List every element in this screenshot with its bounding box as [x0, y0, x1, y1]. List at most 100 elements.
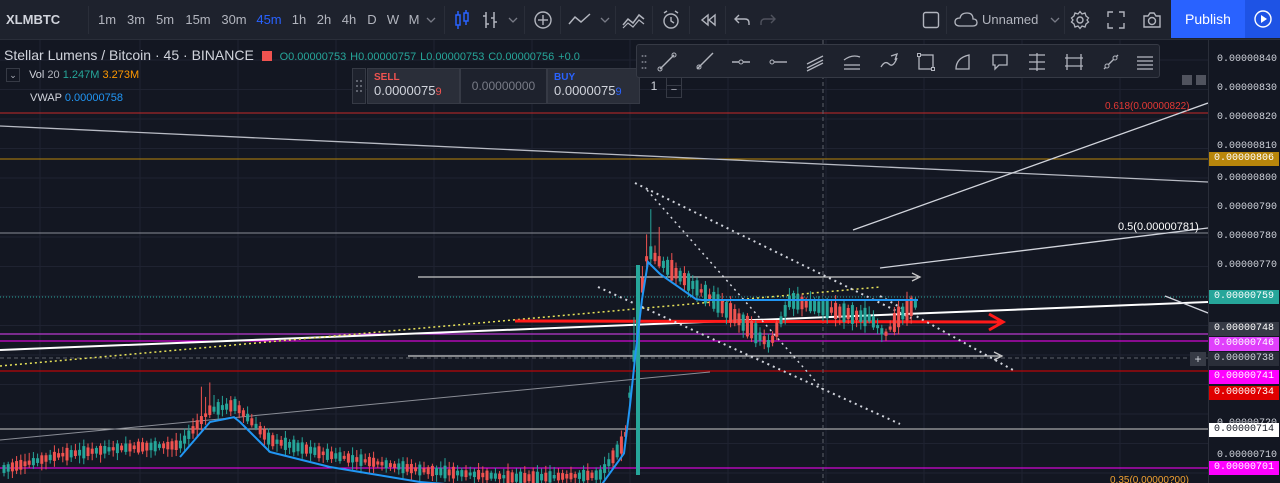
- interval-3m[interactable]: 3m: [126, 12, 146, 27]
- interval-d[interactable]: D: [367, 12, 377, 27]
- trade-panel-grip-icon[interactable]: [352, 68, 366, 104]
- trend-line-tool-icon[interactable]: [653, 48, 681, 76]
- decrease-icon[interactable]: −: [670, 84, 678, 96]
- trend-line-support[interactable]: [0, 301, 1208, 351]
- compare-dropdown-icon[interactable]: [598, 0, 612, 40]
- candle-body: [653, 252, 657, 262]
- chart-type-dropdown-icon[interactable]: [506, 0, 520, 40]
- candle-body: [817, 301, 821, 313]
- interval-1m[interactable]: 1m: [97, 12, 117, 27]
- channel-lower-dotted[interactable]: [597, 286, 901, 425]
- measure-tool-icon[interactable]: [1097, 48, 1125, 76]
- price-tick: 0.00000710: [1217, 450, 1278, 461]
- settings-gear-icon[interactable]: [1067, 0, 1093, 40]
- brush-tool-icon[interactable]: [875, 48, 903, 76]
- candle-body: [771, 335, 775, 343]
- pane-maximize-icon[interactable]: [1196, 75, 1206, 85]
- date-range-tool-icon[interactable]: [1060, 48, 1088, 76]
- layout-name[interactable]: Unnamed: [982, 12, 1039, 27]
- candle-body: [556, 472, 560, 481]
- candle-body: [766, 340, 770, 348]
- candle-body: [901, 306, 905, 320]
- legend-interval: 45: [163, 47, 180, 63]
- interval-1h[interactable]: 1h: [291, 12, 307, 27]
- candle-body: [863, 307, 867, 327]
- interval-45m[interactable]: 45m: [256, 12, 282, 27]
- trend-line-right[interactable]: [1164, 295, 1208, 314]
- candle-body: [800, 296, 804, 310]
- trend-line-upper-2[interactable]: [879, 227, 1208, 269]
- horizontal-ray-tool-icon[interactable]: [764, 48, 792, 76]
- path-tool-icon[interactable]: [949, 48, 977, 76]
- candle-body: [493, 473, 497, 479]
- trend-line-upper-1[interactable]: [852, 102, 1208, 231]
- price-range-tool-icon[interactable]: [1023, 48, 1051, 76]
- layout-dropdown-icon[interactable]: [1048, 0, 1062, 40]
- chart-pane[interactable]: [0, 40, 1208, 483]
- horizontal-line-tool-icon[interactable]: [727, 48, 755, 76]
- volume-legend: ⌄ Vol 20 1.247M 3.273M: [6, 68, 139, 82]
- candle-body: [292, 439, 296, 453]
- parallel-channel-tool-icon[interactable]: [801, 48, 829, 76]
- interval-dropdown-icon[interactable]: [424, 0, 438, 40]
- divider: [524, 6, 525, 34]
- candle-body: [36, 458, 40, 463]
- candle-body: [477, 470, 481, 480]
- fib-05-label: 0.5(0.00000781): [1118, 221, 1199, 233]
- candle-body: [447, 469, 451, 476]
- candle-body: [544, 472, 548, 482]
- play-icon[interactable]: [1245, 0, 1280, 38]
- channel-upper-dotted[interactable]: [634, 182, 916, 321]
- replay-icon[interactable]: [694, 0, 722, 40]
- add-plus-icon[interactable]: +: [1190, 352, 1206, 366]
- alert-clock-icon[interactable]: [657, 0, 685, 40]
- camera-icon[interactable]: [1139, 0, 1165, 40]
- buy-button[interactable]: BUY 0.00000759: [547, 68, 640, 104]
- candle-body: [212, 406, 216, 412]
- interval-5m[interactable]: 5m: [155, 12, 175, 27]
- symbol-search[interactable]: XLMBTC: [6, 12, 61, 27]
- candle-body: [27, 460, 31, 465]
- interval-15m[interactable]: 15m: [185, 12, 211, 27]
- indicators-icon[interactable]: [620, 0, 648, 40]
- sell-button[interactable]: SELL 0.00000759: [367, 68, 460, 104]
- candle-body: [834, 302, 838, 320]
- undo-icon[interactable]: [730, 0, 754, 40]
- more-tools-icon[interactable]: [1131, 48, 1159, 76]
- candle-body: [73, 450, 77, 457]
- flat-channel-tool-icon[interactable]: [838, 48, 866, 76]
- collapse-chevron-icon[interactable]: ⌄: [6, 68, 20, 82]
- compare-icon[interactable]: [565, 0, 595, 40]
- divider: [560, 6, 561, 34]
- interval-30m[interactable]: 30m: [221, 12, 247, 27]
- fullscreen-icon[interactable]: [1103, 0, 1129, 40]
- quantity-input[interactable]: 1: [650, 79, 658, 93]
- red-arrow[interactable]: [514, 319, 1001, 324]
- trend-line-lower[interactable]: [0, 371, 711, 441]
- candle-body: [174, 440, 178, 450]
- candle-body: [787, 295, 791, 308]
- candles-icon[interactable]: [450, 0, 474, 40]
- interval-w[interactable]: W: [386, 12, 400, 27]
- candle-body: [598, 469, 602, 480]
- ray-tool-icon[interactable]: [690, 48, 718, 76]
- bars-icon[interactable]: [478, 0, 502, 40]
- candle-body: [892, 312, 896, 332]
- layout-icon[interactable]: [918, 0, 944, 40]
- callout-tool-icon[interactable]: [986, 48, 1014, 76]
- increase-icon[interactable]: [667, 75, 681, 86]
- interval-m[interactable]: M: [408, 12, 420, 27]
- rectangle-tool-icon[interactable]: [912, 48, 940, 76]
- trend-line-descending[interactable]: [0, 125, 1208, 183]
- interval-2h[interactable]: 2h: [316, 12, 332, 27]
- candle-body: [132, 445, 136, 450]
- interval-4h[interactable]: 4h: [341, 12, 357, 27]
- price-axis[interactable]: 0.00000840 0.00000830 0.00000820 0.00000…: [1208, 40, 1280, 483]
- add-indicator-icon[interactable]: [530, 0, 556, 40]
- publish-button[interactable]: Publish: [1171, 0, 1245, 38]
- drawbar-grip-icon[interactable]: [641, 53, 647, 71]
- candle-body: [582, 469, 586, 482]
- pane-collapse-icon[interactable]: [1182, 75, 1192, 85]
- candle-body: [86, 447, 90, 457]
- redo-icon[interactable]: [756, 0, 780, 40]
